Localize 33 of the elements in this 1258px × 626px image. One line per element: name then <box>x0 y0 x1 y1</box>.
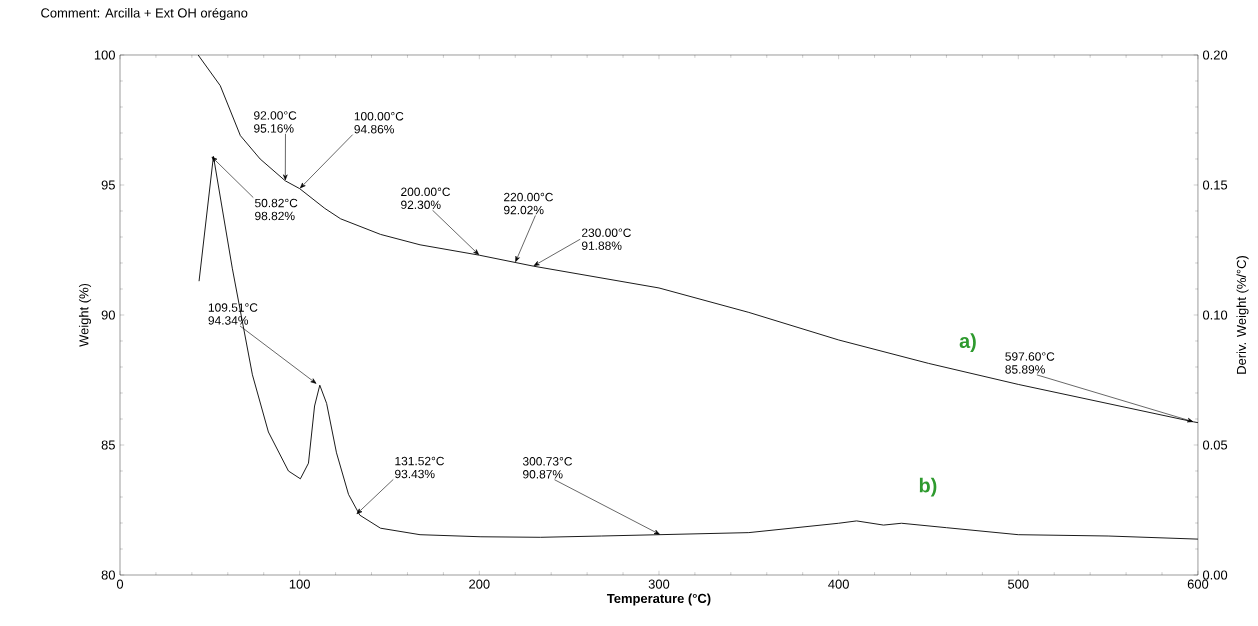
annotation: 109.51°C 94.34% <box>208 303 258 325</box>
x-tick-label: 300 <box>648 579 670 589</box>
x-axis-title: Temperature (°C) <box>606 593 711 606</box>
x-tick-label: 400 <box>828 579 849 589</box>
y-tick-label: 80 <box>101 570 115 580</box>
y2-tick-label: 0.00 <box>1202 570 1228 580</box>
y2-tick-label: 0.05 <box>1202 440 1228 450</box>
annotation: 220.00°C 92.02% <box>504 192 553 215</box>
annotation: 300.73°C 90.87% <box>522 457 572 479</box>
x-tick-label: 100 <box>289 579 310 589</box>
x-tick-label: 500 <box>1008 579 1029 589</box>
annotation: 200.00°C 92.30% <box>401 187 451 209</box>
y-axis-title: Weight (%) <box>78 283 92 347</box>
y2-tick-label: 0.15 <box>1202 180 1228 190</box>
y2-tick-label: 0.10 <box>1202 310 1228 320</box>
annotation: 597.60°C 85.89% <box>1005 352 1055 374</box>
chart-title: Comment: Arcilla + Ext OH orégano <box>41 7 248 21</box>
x-tick-label: 0 <box>116 579 124 589</box>
y-tick-label: 100 <box>94 50 115 60</box>
annotation: 100.00°C 94.86% <box>354 112 404 134</box>
y2-tick-label: 0.20 <box>1202 50 1228 60</box>
annotation: 230.00°C 91.88% <box>581 228 631 250</box>
series-label: b) <box>919 477 937 497</box>
y-tick-label: 85 <box>101 440 115 450</box>
x-tick-label: 600 <box>1187 579 1209 589</box>
annotation: 92.00°C 95.16% <box>254 111 297 133</box>
y-tick-label: 95 <box>101 180 115 190</box>
y-tick-label: 90 <box>101 310 115 320</box>
annotation: 131.52°C 93.43% <box>395 456 444 479</box>
y2-axis-title: Deriv. Weight (%/°C) <box>1236 256 1249 374</box>
x-tick-label: 200 <box>469 579 490 589</box>
annotation: 50.82°C 98.82% <box>254 198 298 221</box>
series-label: a) <box>959 333 976 352</box>
